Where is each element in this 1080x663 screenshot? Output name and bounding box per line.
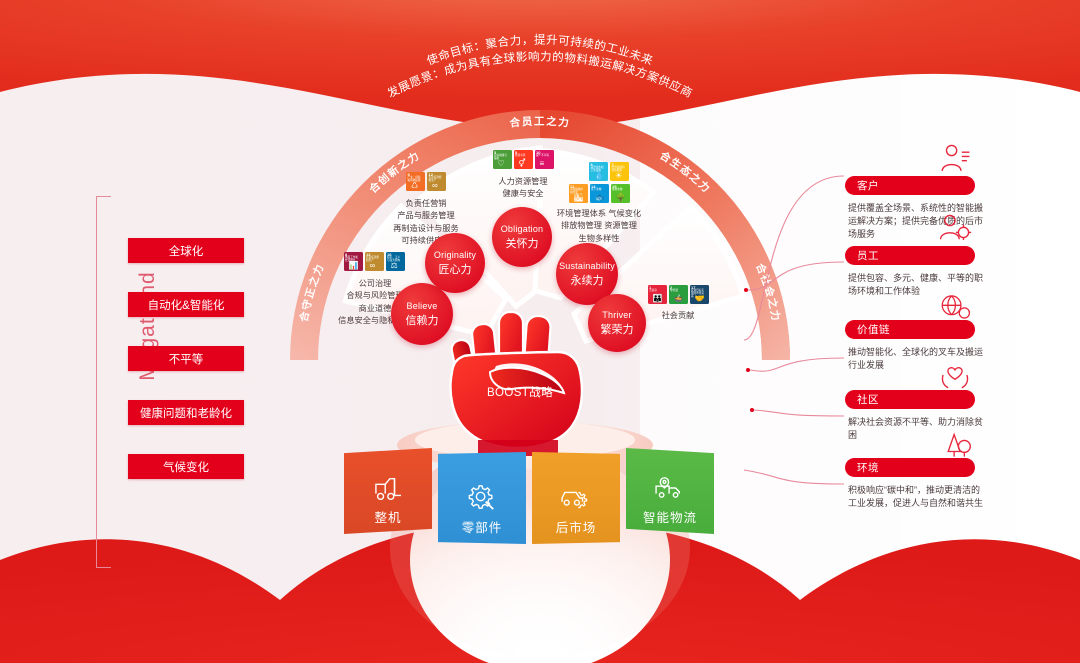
sdg-group-innovation: 9 产业、创新和基础设施 ♺ 12 负责任消费和生产 ∞ bbox=[402, 172, 450, 191]
wedge-topics-employee: 人力资源管理 健康与安全 bbox=[458, 176, 588, 201]
topic: 商业道德 bbox=[358, 303, 392, 313]
customer-icon bbox=[941, 144, 970, 172]
sdg-icon-8: 8 体面工作和经济增长 📊 bbox=[343, 252, 363, 271]
smart-logistics-icon bbox=[655, 477, 680, 498]
sdg-icon-5: 5 性别平等 ⚥ bbox=[513, 150, 533, 169]
topic: 再制造设计与服务 bbox=[393, 223, 459, 233]
megatrend-item-globalization[interactable]: 全球化 bbox=[128, 238, 244, 263]
wedge-topics-innovation: 负责任营销 产品与服务管理 再制造设计与服务 可持续供应链 bbox=[361, 198, 491, 247]
megatrend-bracket bbox=[96, 196, 111, 568]
stakeholder-pill-value-chain[interactable]: 价值链 bbox=[845, 320, 975, 339]
sdg-icon-17: 17 促进目标实现的伙伴关系 🤝 bbox=[689, 285, 709, 304]
gear-wrench-icon bbox=[468, 485, 494, 510]
topic: 健康与安全 bbox=[502, 189, 544, 199]
sdg-icon-15: 15 陆地生物 🌳 bbox=[610, 184, 630, 203]
sdg-icon-11: 11 可持续城市和社区 🏙 bbox=[568, 184, 588, 203]
center-label: BOOST战略 bbox=[486, 387, 554, 399]
business-card-aftermarket[interactable]: 后市场 bbox=[532, 452, 620, 544]
megatrend-item-automation[interactable]: 自动化&智能化 bbox=[128, 292, 244, 317]
stakeholder-pill-customer[interactable]: 客户 bbox=[845, 176, 975, 195]
wedge-topics-ecology: 环境管理体系 气候变化 排放物管理 资源管理 生物多样性 bbox=[534, 208, 664, 245]
sdg-icon-3: 3 良好健康与福祉 ♡ bbox=[492, 150, 512, 169]
topic: 可持续供应链 bbox=[401, 235, 451, 245]
sdg-icon-1: 1 无贫穷 👪 bbox=[647, 285, 667, 304]
megatrend-item-health-aging[interactable]: 健康问题和老龄化 bbox=[128, 400, 244, 425]
car-service-icon bbox=[561, 491, 588, 509]
stakeholder-desc-employee: 提供包容、多元、健康、平等的职场环境和工作体验 bbox=[848, 273, 984, 297]
sdg-icon-6: 6 清洁饮水和卫生设施 💧 bbox=[589, 162, 608, 181]
wedge-topics-compliance: 公司治理 合规与风险管理 商业道德 信息安全与隐私保护 bbox=[310, 278, 440, 327]
business-card-complete-machine[interactable]: 整机 bbox=[344, 448, 432, 534]
environment-icon bbox=[947, 432, 971, 457]
business-card-smart-logistics[interactable]: 智能物流 bbox=[626, 448, 714, 534]
sdg-icon-10: 10 减少不平等 ≡ bbox=[534, 150, 554, 169]
megatrend-item-inequality[interactable]: 不平等 bbox=[128, 346, 244, 371]
megatrend-item-climate-change[interactable]: 气候变化 bbox=[128, 454, 244, 479]
business-card-parts[interactable]: 零部件 bbox=[438, 452, 526, 544]
stakeholder-pill-employee[interactable]: 员工 bbox=[845, 246, 975, 265]
business-cards-row: 整机 零部件 后市场 bbox=[330, 420, 720, 560]
community-icon bbox=[941, 367, 969, 389]
value-chain-icon bbox=[941, 295, 971, 319]
stakeholder-desc-value-chain: 推动智能化、全球化的叉车及搬运行业发展 bbox=[848, 347, 984, 371]
fist-svg bbox=[449, 310, 584, 456]
sdg-group-compliance: 8 体面工作和经济增长 📊 12 负责任消费和生产 ∞ 16 和平、正义与强大机… bbox=[328, 252, 420, 271]
stakeholder-connectors bbox=[743, 175, 845, 485]
sdg-icon-12: 12 负责任消费和生产 ∞ bbox=[364, 252, 384, 271]
stakeholder-pill-community[interactable]: 社区 bbox=[845, 390, 975, 409]
sdg-group-employee: 3 良好健康与福祉 ♡ 5 性别平等 ⚥ 10 减少不平等 ≡ bbox=[488, 150, 558, 169]
stakeholder-panel: 客户 提供覆盖全场景、系统性的智能搬运解决方案；提供完备优质的后市场服务 员工 … bbox=[820, 144, 1070, 570]
boost-circle-originality[interactable]: Originality 匠心力 bbox=[425, 233, 485, 293]
stakeholder-desc-community: 解决社会资源不平等、助力消除贫困 bbox=[848, 417, 984, 441]
megatrend-panel: Megatrend 全球化 自动化&智能化 不平等 健康问题和老龄化 气候变化 bbox=[96, 196, 246, 568]
fist-illustration: BOOST战略 bbox=[430, 280, 610, 460]
topic: 负责任营销 bbox=[405, 199, 447, 208]
sdg-icon-12b: 12 负责任消费和生产 ∞ bbox=[427, 172, 446, 191]
boost-circle-thriver[interactable]: Thriver 繁荣力 bbox=[588, 294, 646, 352]
sdg-group-ecology: 6 清洁饮水和卫生设施 💧 7 经济适用的清洁能源 ☀ bbox=[576, 162, 642, 181]
boost-circle-believe[interactable]: Believe 信赖力 bbox=[391, 283, 453, 345]
boost-wheel: 8 体面工作和经济增长 📊 12 负责任消费和生产 ∞ 16 和平、正义与强大机… bbox=[250, 100, 710, 480]
megatrend-label: Megatrend bbox=[136, 271, 159, 381]
topic: 环境管理体系 气候变化 bbox=[556, 209, 642, 218]
topic: 信息安全与隐私保护 bbox=[338, 315, 412, 325]
topic: 合规与风险管理 bbox=[346, 291, 404, 301]
sdg-icon-7: 7 经济适用的清洁能源 ☀ bbox=[610, 162, 629, 181]
wedge-topics-society: 社会贡献 bbox=[613, 310, 743, 322]
stakeholder-desc-environment: 积极响应“碳中和”，推动更清洁的工业发展，促进人与自然和谐共生 bbox=[848, 485, 984, 509]
sdg-group-ecology-2: 11 可持续城市和社区 🏙 14 水下生物 🐟 15 陆地生物 🌳 bbox=[566, 184, 632, 203]
topic: 排放物管理 资源管理 bbox=[561, 221, 637, 231]
topic: 社会贡献 bbox=[661, 311, 695, 320]
sdg-icon-16: 16 和平、正义与强大机构 ⚖ bbox=[385, 252, 405, 271]
boost-circle-obligation[interactable]: Obligation 关怀力 bbox=[492, 207, 552, 267]
topic: 产品与服务管理 bbox=[397, 211, 455, 221]
sdg-icon-14: 14 水下生物 🐟 bbox=[589, 184, 609, 203]
sdg-icon-9: 9 产业、创新和基础设施 ♺ bbox=[406, 172, 425, 191]
forklift-icon bbox=[375, 478, 401, 501]
topic: 生物多样性 bbox=[578, 233, 620, 243]
sdg-group-society: 1 无贫穷 👪 2 零饥饿 🍲 17 促进目标实现的伙伴关系 🤝 bbox=[645, 285, 711, 304]
sdg-icon-2: 2 零饥饿 🍲 bbox=[668, 285, 688, 304]
topic: 人力资源管理 bbox=[498, 177, 548, 186]
employee-icon bbox=[939, 214, 972, 241]
stakeholder-desc-customer: 提供覆盖全场景、系统性的智能搬运解决方案；提供完备优质的后市场服务 bbox=[848, 203, 984, 240]
band-label-employee: 合员工之力 bbox=[508, 115, 571, 130]
topic: 公司治理 bbox=[358, 279, 392, 288]
stakeholder-pill-environment[interactable]: 环境 bbox=[845, 458, 975, 477]
